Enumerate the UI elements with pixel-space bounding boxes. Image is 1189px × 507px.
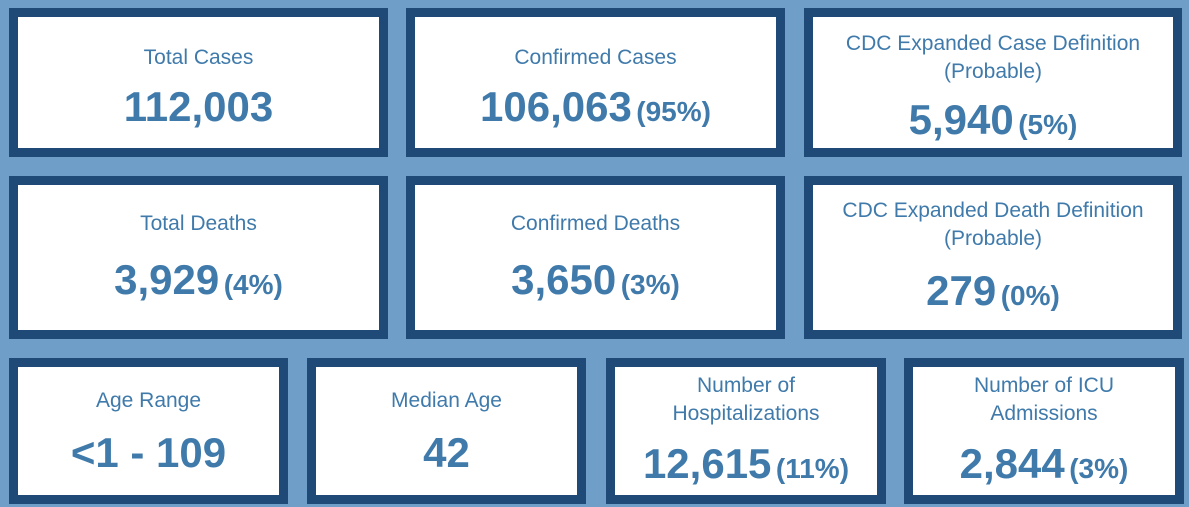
- median-age-value: 42: [423, 429, 470, 476]
- total-cases-value-row: 112,003: [124, 85, 274, 139]
- hospitalizations-card: Number of Hospitalizations 12,615 (11%): [606, 358, 886, 504]
- icu-admissions-value: 2,844: [959, 440, 1065, 487]
- total-deaths-value: 3,929: [114, 256, 220, 303]
- probable-deaths-value: 279: [926, 267, 997, 314]
- probable-cases-percent: (5%): [1018, 109, 1078, 140]
- median-age-value-row: 42: [423, 431, 470, 485]
- hospitalizations-label-line1: Number of: [696, 374, 796, 397]
- confirmed-cases-card: Confirmed Cases 106,063 (95%): [406, 8, 785, 157]
- confirmed-deaths-value: 3,650: [511, 256, 617, 303]
- hospitalizations-percent: (11%): [775, 453, 850, 484]
- probable-deaths-percent: (0%): [1000, 280, 1060, 311]
- total-cases-value: 112,003: [123, 83, 274, 130]
- probable-deaths-card: CDC Expanded Death Definition (Probable)…: [804, 176, 1182, 339]
- icu-admissions-card: Number of ICU Admissions 2,844 (3%): [904, 358, 1184, 504]
- total-cases-card: Total Cases 112,003: [9, 8, 388, 157]
- probable-cases-label-line1: CDC Expanded Case Definition: [845, 32, 1141, 55]
- total-deaths-percent: (4%): [223, 269, 283, 300]
- hospitalizations-value: 12,615: [642, 440, 772, 487]
- hospitalizations-value-row: 12,615 (11%): [643, 442, 849, 496]
- age-range-card: Age Range <1 - 109: [9, 358, 288, 504]
- icu-admissions-percent: (3%): [1069, 453, 1129, 484]
- probable-cases-value: 5,940: [908, 96, 1014, 143]
- total-deaths-label: Total Deaths: [140, 212, 257, 235]
- confirmed-deaths-percent: (3%): [620, 269, 680, 300]
- confirmed-cases-value-row: 106,063 (95%): [480, 85, 711, 139]
- total-deaths-card: Total Deaths 3,929 (4%): [9, 176, 388, 339]
- confirmed-cases-label: Confirmed Cases: [514, 46, 677, 69]
- probable-deaths-label-line1: CDC Expanded Death Definition: [842, 199, 1144, 222]
- total-cases-label: Total Cases: [143, 46, 254, 69]
- icu-admissions-value-row: 2,844 (3%): [960, 442, 1129, 496]
- icu-admissions-label-line2: Admissions: [990, 402, 1098, 425]
- probable-deaths-label-line2: (Probable): [943, 227, 1043, 250]
- median-age-card: Median Age 42: [307, 358, 586, 504]
- age-range-value: <1 - 109: [70, 429, 227, 476]
- confirmed-deaths-card: Confirmed Deaths 3,650 (3%): [406, 176, 785, 339]
- age-range-label: Age Range: [95, 389, 202, 412]
- confirmed-cases-percent: (95%): [636, 96, 711, 127]
- probable-cases-card: CDC Expanded Case Definition (Probable) …: [804, 8, 1182, 157]
- confirmed-cases-value: 106,063: [480, 83, 632, 130]
- icu-admissions-label-line1: Number of ICU: [973, 374, 1115, 397]
- confirmed-deaths-label: Confirmed Deaths: [510, 212, 681, 235]
- total-deaths-value-row: 3,929 (4%): [114, 258, 283, 312]
- hospitalizations-label-line2: Hospitalizations: [672, 402, 820, 425]
- median-age-label: Median Age: [391, 389, 502, 412]
- probable-cases-value-row: 5,940 (5%): [909, 98, 1078, 152]
- age-range-value-row: <1 - 109: [71, 431, 226, 485]
- probable-deaths-value-row: 279 (0%): [926, 269, 1060, 323]
- probable-cases-label-line2: (Probable): [943, 60, 1043, 83]
- confirmed-deaths-value-row: 3,650 (3%): [511, 258, 680, 312]
